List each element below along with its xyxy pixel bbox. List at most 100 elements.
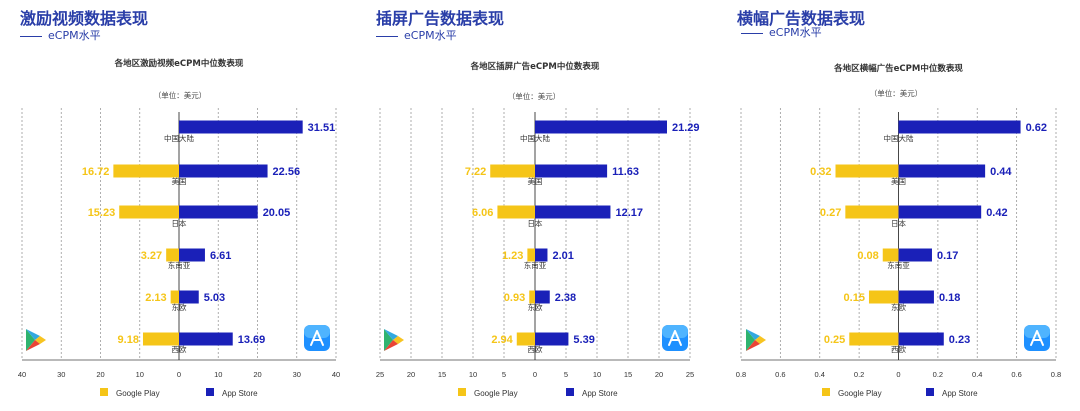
x-tick-label: 0 — [533, 370, 537, 379]
data-label-app-store: 0.23 — [949, 334, 970, 346]
unit-label: （单位：美元） — [154, 90, 207, 100]
x-tick-label: 0 — [177, 370, 181, 379]
bar-app-store-usa — [898, 164, 986, 178]
chart-title: 各地区横幅广告eCPM中位数表现 — [833, 63, 963, 74]
bar-google-play-japan — [119, 205, 179, 219]
category-label-eastern-europe: 东欧 — [172, 302, 187, 312]
bar-app-store-usa — [179, 164, 268, 178]
data-label-app-store: 2.38 — [555, 292, 576, 304]
category-label-southeast-asia: 东南亚 — [168, 260, 191, 270]
legend-label-google-play: Google Play — [838, 389, 882, 398]
bar-app-store-mainland-china — [179, 120, 303, 134]
data-label-app-store: 13.69 — [238, 334, 266, 346]
legend-swatch-app-store — [926, 388, 934, 396]
x-tick-label: 0 — [896, 370, 900, 379]
bar-app-store-japan — [898, 205, 982, 219]
bar-google-play-usa — [113, 164, 179, 178]
panel-title-interstitial: 插屏广告数据表现 — [376, 9, 505, 28]
legend-swatch-google-play — [458, 388, 466, 396]
data-label-google-play: 0.93 — [504, 292, 525, 304]
data-label-google-play: 0.27 — [820, 207, 841, 219]
bar-app-store-japan — [179, 205, 258, 219]
bar-google-play-eastern-europe — [170, 290, 179, 304]
data-label-google-play: 0.32 — [810, 166, 831, 178]
data-label-app-store: 5.03 — [204, 292, 225, 304]
bar-app-store-japan — [535, 205, 611, 219]
data-label-app-store: 22.56 — [273, 166, 301, 178]
data-label-google-play: 7.22 — [465, 166, 486, 178]
unit-label: （单位：美元） — [508, 91, 561, 101]
data-label-app-store: 0.44 — [990, 166, 1012, 178]
bar-app-store-western-europe — [535, 332, 569, 346]
bar-google-play-western-europe — [849, 332, 899, 346]
data-label-app-store: 31.51 — [308, 122, 336, 134]
bar-app-store-mainland-china — [535, 120, 667, 134]
x-tick-label: 5 — [564, 370, 568, 379]
x-tick-label: 10 — [214, 370, 222, 379]
category-label-usa: 美国 — [528, 176, 543, 186]
x-tick-label: 20 — [407, 370, 415, 379]
bar-google-play-southeast-asia — [527, 248, 535, 262]
bar-app-store-eastern-europe — [179, 290, 199, 304]
x-tick-label: 0.6 — [1011, 370, 1021, 379]
category-label-usa: 美国 — [172, 176, 187, 186]
data-label-google-play: 3.27 — [141, 250, 162, 262]
x-tick-label: 0.8 — [736, 370, 746, 379]
bar-google-play-eastern-europe — [529, 290, 535, 304]
legend-swatch-app-store — [206, 388, 214, 396]
x-tick-label: 0.2 — [933, 370, 943, 379]
x-tick-label: 10 — [593, 370, 601, 379]
panel-title-rewarded-video: 激励视频数据表现 — [20, 9, 149, 28]
category-label-mainland-china: 中国大陆 — [164, 133, 194, 143]
data-label-google-play: 6.06 — [472, 207, 493, 219]
data-label-app-store: 6.61 — [210, 250, 231, 262]
panel-subtitle-interstitial: eCPM水平 — [376, 27, 457, 43]
x-tick-label: 0.4 — [972, 370, 982, 379]
bar-google-play-usa — [490, 164, 535, 178]
data-label-google-play: 0.25 — [824, 334, 845, 346]
legend-swatch-app-store — [566, 388, 574, 396]
google-play-icon — [384, 329, 404, 351]
x-tick-label: 10 — [469, 370, 477, 379]
bar-app-store-southeast-asia — [179, 248, 205, 262]
x-tick-label: 0.6 — [775, 370, 785, 379]
x-tick-label: 20 — [655, 370, 663, 379]
data-label-app-store: 2.01 — [552, 250, 573, 262]
data-label-app-store: 0.62 — [1026, 122, 1047, 134]
data-label-google-play: 0.15 — [844, 292, 865, 304]
data-label-google-play: 2.94 — [491, 334, 513, 346]
category-label-japan: 日本 — [172, 218, 187, 228]
x-tick-label: 0.4 — [815, 370, 825, 379]
x-tick-label: 30 — [57, 370, 65, 379]
x-tick-label: 40 — [332, 370, 340, 379]
legend-swatch-google-play — [100, 388, 108, 396]
category-label-western-europe: 西欧 — [891, 344, 906, 354]
category-label-mainland-china: 中国大陆 — [520, 133, 550, 143]
category-label-usa: 美国 — [891, 176, 906, 186]
legend-label-app-store: App Store — [222, 389, 258, 398]
bar-app-store-western-europe — [898, 332, 944, 346]
app-store-icon — [1024, 325, 1050, 351]
panel-subtitle-rewarded-video: eCPM水平 — [20, 27, 101, 43]
bar-app-store-mainland-china — [898, 120, 1021, 134]
category-label-japan: 日本 — [891, 218, 906, 228]
google-play-icon — [26, 329, 46, 351]
data-label-app-store: 12.17 — [615, 207, 643, 219]
app-store-icon — [662, 325, 688, 351]
chart-title: 各地区激励视频eCPM中位数表现 — [114, 58, 244, 69]
category-label-western-europe: 西欧 — [172, 344, 187, 354]
unit-label: （单位：美元） — [870, 88, 923, 98]
bar-google-play-western-europe — [516, 332, 535, 346]
bar-app-store-southeast-asia — [898, 248, 932, 262]
data-label-google-play: 15.23 — [88, 207, 116, 219]
bar-app-store-western-europe — [179, 332, 233, 346]
bar-google-play-western-europe — [142, 332, 179, 346]
x-tick-label: 25 — [686, 370, 694, 379]
data-label-google-play: 2.13 — [145, 292, 166, 304]
data-label-google-play: 0.08 — [857, 250, 878, 262]
x-tick-label: 0.2 — [854, 370, 864, 379]
x-tick-label: 25 — [376, 370, 384, 379]
bar-google-play-eastern-europe — [868, 290, 899, 304]
